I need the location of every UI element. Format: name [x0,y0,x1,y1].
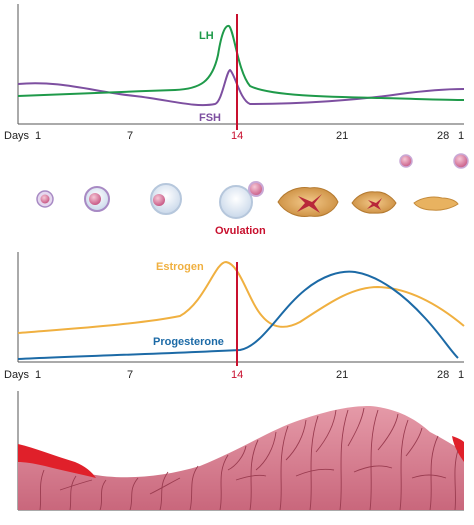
tick-top-1: 1 [35,130,41,142]
endometrium-vessels [39,407,459,511]
lh-label: LH [199,30,214,42]
corpus-luteum-core [297,194,322,213]
vessel [189,465,199,511]
follicle-stages: Ovulation [36,153,469,237]
estrogen-progesterone-panel: Estrogen Progesterone Days 1 7 14 21 28 … [4,252,465,381]
vessel [295,468,335,477]
corpus-albicans [413,196,459,211]
tick-bottom-21: 21 [336,369,348,381]
new-follicle-small [399,154,413,168]
vessel [255,431,277,471]
estrogen-label: Estrogen [156,261,204,273]
vessel [309,415,319,511]
primordial-ovum [40,194,50,204]
vessel [69,475,77,511]
tick-bottom-1-next: 1 [458,369,464,381]
mature-follicle [219,185,253,219]
vessel [129,477,139,511]
progesterone-curve [17,270,459,360]
regressing-corpus-luteum-core [367,198,382,210]
lh-fsh-panel: LH FSH Days 1 7 14 21 28 1 [4,4,464,142]
estrogen-curve [17,260,465,334]
vessel [347,407,365,447]
vessel [159,471,169,511]
vessel [149,477,181,495]
vessel [219,454,229,511]
menstrual-flow-right [452,436,464,462]
tick-bottom-7: 7 [127,369,133,381]
progesterone-label: Progesterone [153,336,224,348]
vessel [454,449,459,511]
lh-curve [17,24,465,101]
menstrual-flow-left [18,444,96,478]
primary-ovum [89,193,101,205]
vessel [235,474,267,481]
vessel [399,419,409,511]
tick-top-21: 21 [336,130,348,142]
vessel [39,469,45,511]
vessel [99,479,107,511]
tick-bottom-14: 14 [231,369,243,381]
vessel [227,445,247,471]
fsh-label: FSH [199,112,221,124]
ovulation-label: Ovulation [215,225,266,237]
vessel [285,419,307,461]
tick-top-14: 14 [231,130,243,142]
tick-bottom-1: 1 [35,369,41,381]
fsh-curve [17,68,465,107]
tick-top-1-next: 1 [458,130,464,142]
vessel [411,474,447,479]
tick-top-7: 7 [127,130,133,142]
vessel [353,465,393,473]
vessel [59,479,93,491]
released-ovum [248,181,264,197]
endometrium-panel [17,391,464,511]
new-follicle [453,153,469,169]
vessel [339,409,349,511]
vessel [279,425,289,511]
secondary-follicle [150,183,182,215]
days-label-bottom: Days [4,369,30,381]
secondary-ovum [153,194,165,206]
tick-top-28: 28 [437,130,449,142]
vessel [315,409,337,453]
vessel [405,427,423,457]
vessel [377,413,399,451]
vessel [429,435,439,511]
days-label-top: Days [4,130,30,142]
vessel [369,409,379,511]
tick-bottom-28: 28 [437,369,449,381]
